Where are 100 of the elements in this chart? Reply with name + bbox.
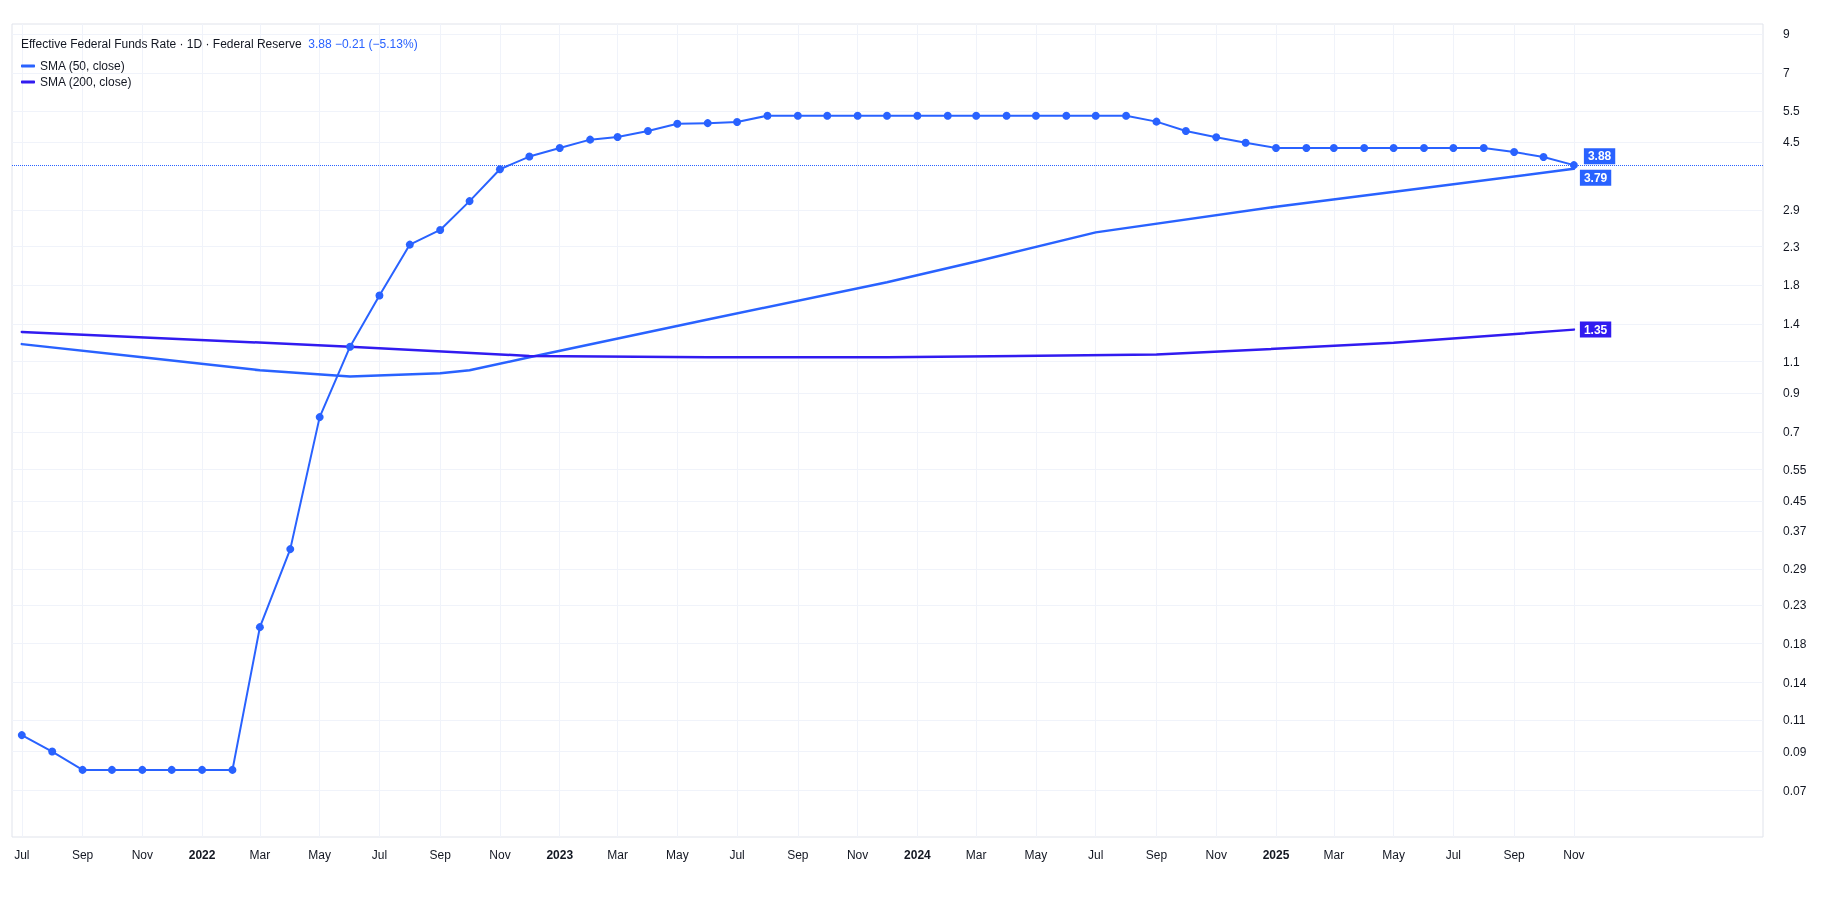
point [1212,133,1221,142]
y-tick-label: 0.55 [1783,462,1807,477]
point [1389,144,1398,153]
point [1181,127,1190,136]
x-tick-label: Sep [71,848,94,862]
point [1479,144,1488,153]
point [586,135,595,144]
line-series [20,328,1576,359]
point [1329,144,1338,153]
point [1091,111,1100,120]
x-tick-label: May [1382,848,1405,862]
x-tick-label: Nov [1205,848,1227,862]
y-tick-label: 0.11 [1783,713,1806,728]
y-tick-label: 0.23 [1783,598,1807,613]
y-tick-label: 2.3 [1783,239,1801,254]
x-tick-label: Sep [429,848,452,862]
point [643,127,652,136]
x-tick-label: 2023 [546,848,574,862]
point [823,111,832,120]
point [228,765,237,774]
legend-label: SMA (200, close) [40,75,132,89]
point [1449,144,1458,153]
x-tick-label: Jul [1445,848,1462,862]
point [763,111,772,120]
point [673,119,682,128]
y-tick-label: 1.1 [1783,354,1801,369]
x-tick-label: Nov [131,848,153,862]
x-tick-label: Mar [1323,848,1345,862]
point [703,119,712,128]
point [346,342,355,351]
x-tick-label: Nov [1563,848,1585,862]
legend-label: SMA (50, close) [40,59,125,73]
y-tick-label: 7 [1783,66,1790,81]
y-tick-label: 0.07 [1783,783,1807,798]
point [913,111,922,120]
point [315,413,324,422]
x-tick-label: Sep [787,848,809,862]
y-tick-label: 0.37 [1783,524,1807,539]
point [1122,111,1131,120]
y-tick-label: 0.29 [1783,562,1807,577]
x-tick-label: 2024 [904,848,932,862]
point [495,165,504,174]
y-tick-label: 1.8 [1783,277,1801,292]
y-tick-label: 2.9 [1783,203,1801,218]
point [883,111,892,120]
point [465,197,474,206]
y-tick-label: 5.5 [1783,103,1801,118]
x-tick-label: Sep [1503,848,1526,862]
x-tick-label: May [665,848,689,862]
point [1152,117,1161,126]
y-tick-label: 0.9 [1783,385,1801,400]
y-tick-label: 0.45 [1783,493,1807,508]
point [78,765,87,774]
point [943,111,952,120]
data-label: 3.88 [1587,149,1612,164]
point [48,747,57,756]
point [436,225,445,234]
x-tick-label: Nov [489,848,511,862]
point [286,545,295,554]
x-tick-label: Jul [14,848,30,862]
x-tick-label: Nov [846,848,869,862]
point [733,117,742,126]
y-tick-label: 9 [1783,27,1790,42]
point [1360,144,1369,153]
point [17,731,26,740]
point [1002,111,1011,120]
point [167,765,176,774]
x-tick-label: Mar [607,848,628,862]
point [1272,144,1281,153]
text: Effective Federal Funds Rate · 1D · Federal Reserve [21,37,302,51]
x-tick-label: Jul [371,848,388,862]
x-tick-label: Mar [249,848,271,862]
point [405,240,414,249]
point [107,765,116,774]
x-tick-label: May [1024,848,1048,862]
point [255,623,264,632]
data-label: 3.79 [1583,170,1608,185]
y-tick-label: 0.14 [1783,675,1807,690]
x-tick-label: 2025 [1262,848,1290,862]
point [1062,111,1071,120]
point [1241,138,1250,147]
point [793,111,802,120]
point [853,111,862,120]
point [972,111,981,120]
point [525,152,534,161]
point [138,765,147,774]
x-tick-label: May [308,848,332,862]
point [1569,161,1578,170]
point [1419,144,1428,153]
point [555,144,564,153]
y-tick-label: 1.4 [1783,316,1801,331]
annotation: 3.88 −0.21 (−5.13%) [308,37,418,51]
data-label: 1.35 [1583,322,1608,337]
point [1539,152,1548,161]
point [375,291,384,300]
x-tick-label: Jul [729,848,745,862]
point [1031,111,1040,120]
point [1302,144,1311,153]
x-tick-label: Jul [1088,848,1104,862]
y-tick-label: 0.7 [1783,424,1801,439]
